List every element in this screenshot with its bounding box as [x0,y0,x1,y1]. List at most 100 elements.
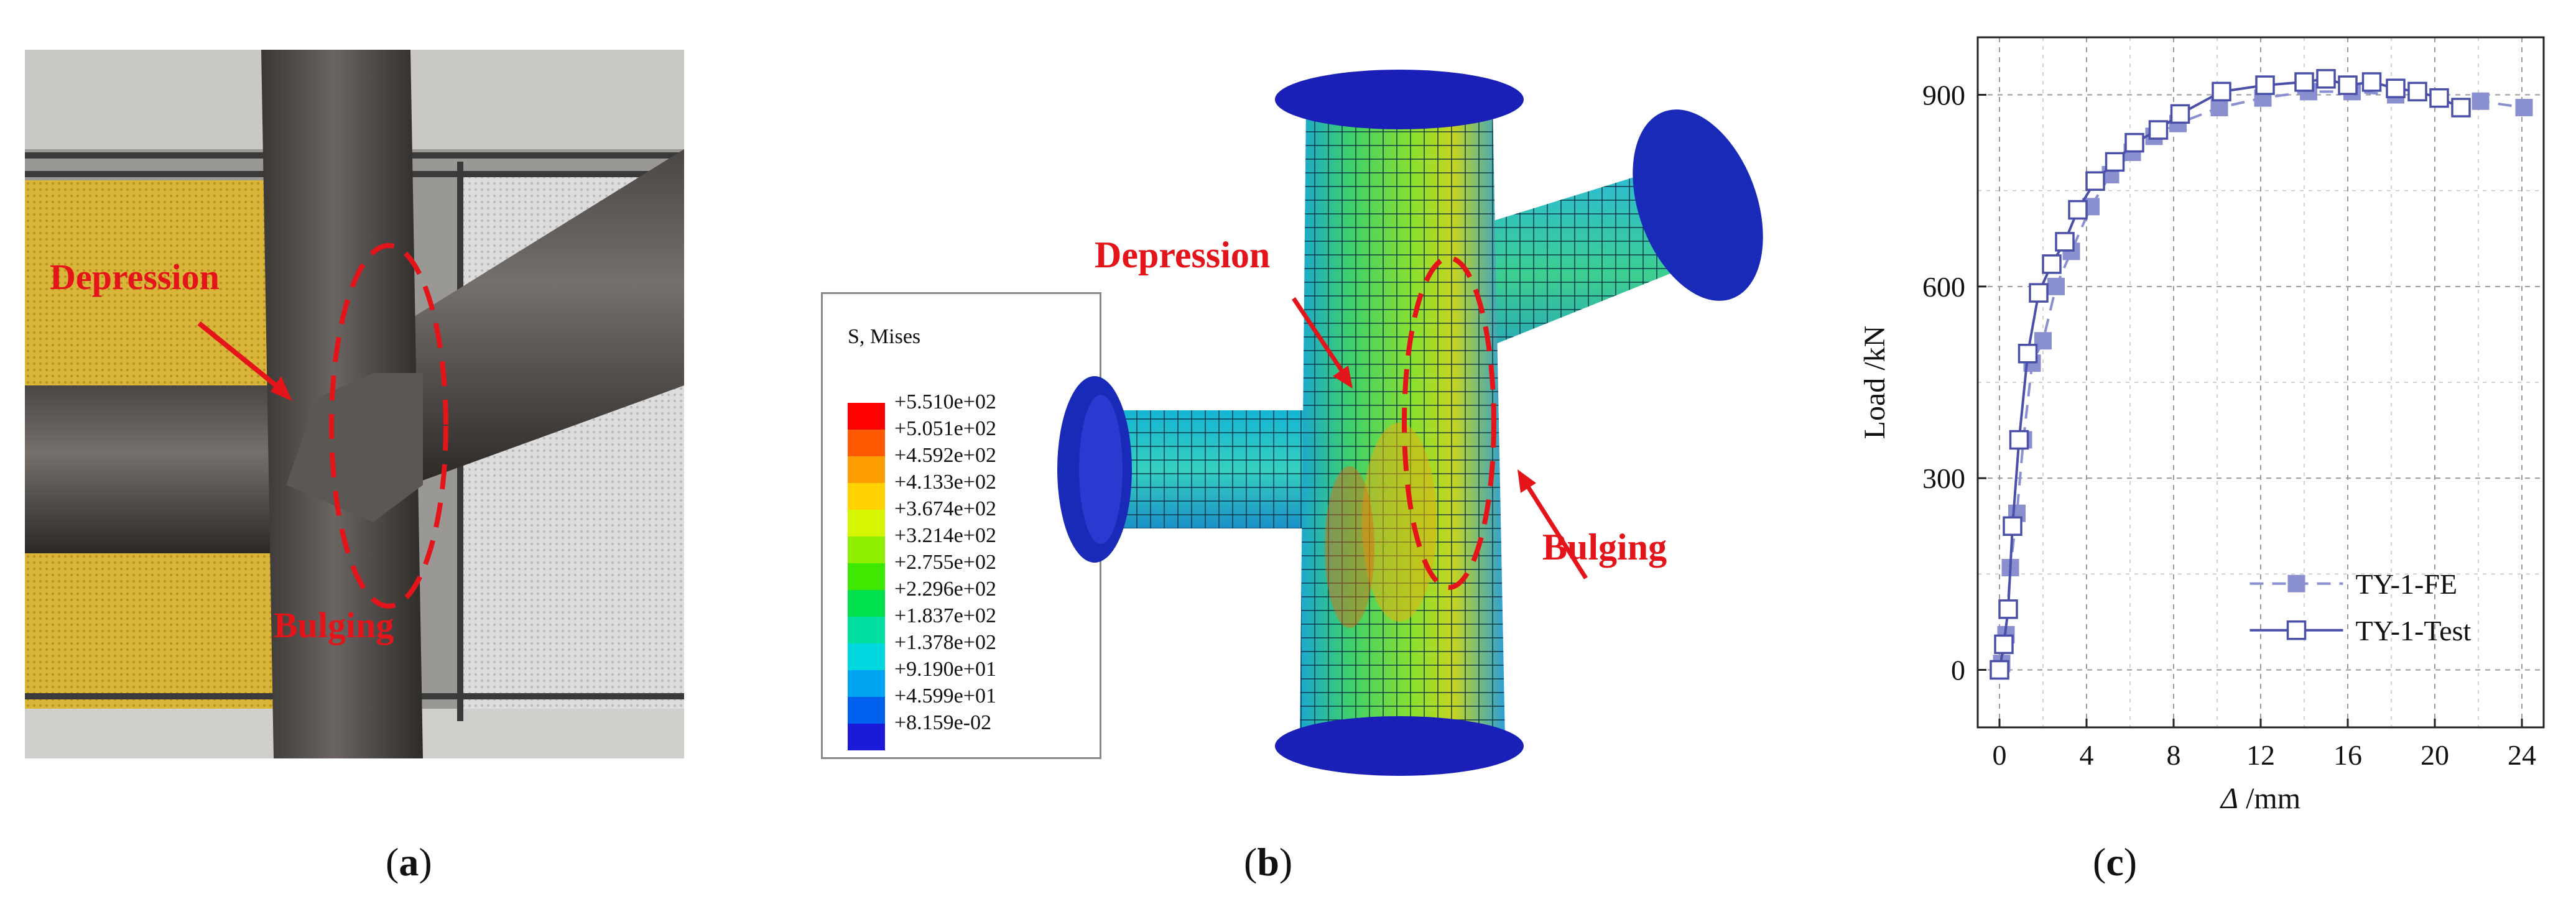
x-tick-label: 0 [1993,739,2007,771]
y-tick-label: 900 [1922,80,1965,111]
legend-marker-TY-1-Test [2286,620,2307,640]
data-point-TY-1-Test [2316,69,2336,89]
y-axis-label: Load /kN [1858,326,1891,440]
data-point-TY-1-Test [2294,72,2314,92]
y-tick-label: 0 [1951,655,1965,686]
legend-value: +3.674e+02 [894,497,996,520]
data-point-TY-1-Test [2055,232,2075,252]
legend-row: +1.837e+02 [848,604,1084,643]
data-point-TY-1-FE [2515,99,2533,117]
data-point-TY-1-FE [2472,92,2490,110]
bulging-ellipse-fe [1402,256,1496,590]
legend-swatch [848,403,885,430]
legend-value: +4.592e+02 [894,444,996,467]
legend-swatch [848,563,885,590]
legend-value: +5.051e+02 [894,417,996,440]
bulging-arrow-fe [1525,484,1588,579]
legend-value: +8.159e-02 [894,711,992,734]
x-axis-symbol: Δ [2220,782,2238,815]
legend-swatch [848,617,885,643]
data-point-TY-1-Test [2170,104,2190,124]
y-tick-label: 300 [1922,463,1965,494]
legend-row: +3.674e+02 [848,497,1084,537]
specimen-photo: Depression Bulging [25,50,684,758]
data-point-TY-1-Test [2361,72,2382,92]
legend-value: +5.510e+02 [894,390,996,413]
legend-title: S, Mises [848,325,921,348]
x-tick-label: 12 [2246,739,2275,771]
panel-c-label: (c) [2093,840,2138,884]
data-point-TY-1-FE [2210,99,2228,117]
legend-row: +9.190e+01 [848,658,1084,697]
data-point-TY-1-Test [2255,75,2275,95]
data-point-TY-1-Test [2009,430,2029,450]
legend-value: +1.837e+02 [894,604,996,627]
legend-swatch [848,456,885,483]
legend-row: +3.214e+02 [848,524,1084,563]
data-point-TY-1-Test [1994,634,2014,655]
data-point-TY-1-Test [2003,516,2022,536]
data-point-TY-1-Test [2068,200,2088,220]
x-tick-label: 24 [2508,739,2536,771]
legend-label-TY-1-FE: TY-1-FE [2356,568,2458,600]
x-tick-label: 20 [2421,739,2449,771]
x-tick-label: 8 [2167,739,2181,771]
legend-swatch [848,510,885,537]
legend-swatch [848,590,885,617]
legend-row: +2.755e+02 [848,551,1084,590]
data-point-TY-1-Test [2451,98,2471,117]
x-tick-label: 16 [2333,739,2362,771]
data-point-TY-1-Test [2386,78,2406,98]
data-point-TY-1-Test [2029,283,2049,303]
legend-value: +9.190e+01 [894,658,996,681]
data-point-TY-1-Test [1998,599,2018,619]
depression-arrow-fe [1292,297,1345,374]
data-point-TY-1-Test [1990,660,2009,680]
legend-swatch [848,537,885,563]
data-point-TY-1-Test [2407,81,2427,102]
data-point-TY-1-Test [2042,254,2062,274]
legend-swatch [848,643,885,670]
legend-swatch [848,430,885,456]
legend-row: +8.159e-02 [848,711,1084,750]
legend-row: +4.599e+01 [848,684,1084,724]
panel-b: S, Mises +5.510e+02 +5.051e+02 +4.592e+02 +… [808,50,1804,796]
bulging-ellipse [329,243,448,609]
panel-c: 0 4 8 12 16 20 24 0 300 600 900 Δ /mm Load /kN TY-1-F… [1841,0,2576,845]
panel-b-label: (b) [1244,840,1293,884]
bulging-label-fe: Bulging [1542,527,1667,568]
depression-arrow [197,321,282,391]
x-axis-label: Δ /mm [2220,782,2300,815]
legend-swatch [848,697,885,724]
legend-value: +4.599e+01 [894,684,996,707]
fe-model: Depression Bulging [1057,70,1763,776]
data-point-TY-1-Test [2212,81,2231,102]
legend-swatch [848,724,885,750]
legend-swatch [848,670,885,697]
y-tick-label: 600 [1922,271,1965,303]
load-displacement-chart: 0 4 8 12 16 20 24 0 300 600 900 Δ /mm Load /kN TY-1-F… [1858,36,2545,815]
depression-label: Depression [50,257,220,297]
legend-row: +2.296e+02 [848,578,1084,617]
stress-legend: S, Mises +5.510e+02 +5.051e+02 +4.592e+02 +… [821,292,1101,759]
legend-value: +1.378e+02 [894,631,996,654]
legend-row: +5.051e+02 [848,417,1084,456]
legend-value: +3.214e+02 [894,524,996,547]
x-tick-label: 4 [2080,739,2094,771]
data-point-TY-1-Test [2338,75,2358,95]
data-point-TY-1-Test [2429,88,2449,108]
data-point-TY-1-Test [2124,132,2144,153]
legend-value: +2.755e+02 [894,551,996,574]
data-point-TY-1-Test [2105,152,2125,172]
data-point-TY-1-Test [2148,120,2169,140]
legend-value: +4.133e+02 [894,471,996,494]
x-axis-unit: /mm [2238,782,2300,815]
legend-label-TY-1-Test: TY-1-Test [2356,615,2472,647]
panel-a: Depression Bulging [25,50,684,758]
legend-row: +5.510e+02 [848,390,1084,430]
data-point-TY-1-FE [2047,277,2065,295]
data-point-TY-1-Test [2085,171,2105,191]
legend-marker-TY-1-FE [2287,574,2305,592]
legend-swatch [848,483,885,510]
legend-row: +4.592e+02 [848,444,1084,483]
